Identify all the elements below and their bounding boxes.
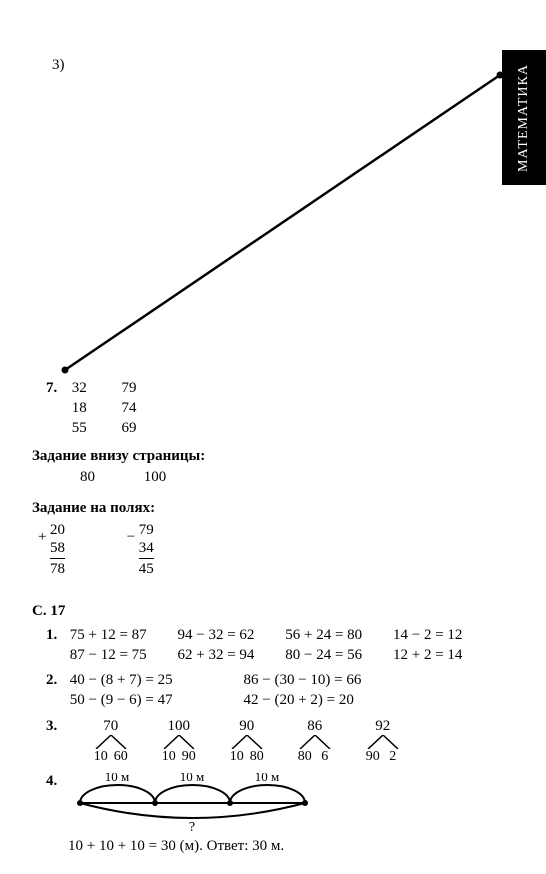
ex1-r0c2: 56 + 24 = 80 xyxy=(285,625,389,645)
exercise-1-number: 1. xyxy=(46,625,66,645)
ex1-r0c3: 14 − 2 = 12 xyxy=(393,625,497,645)
split-tree: 901080 xyxy=(226,718,268,765)
svg-text:10 м: 10 м xyxy=(105,773,129,784)
page-ref: С. 17 xyxy=(32,603,65,620)
split-tree: 1001090 xyxy=(158,718,200,765)
svg-text:?: ? xyxy=(189,820,195,833)
margin-task: Задание на полях: + 20 58 78 − 79 34 45 xyxy=(32,500,224,578)
exercise-1: 1. 75 + 12 = 87 94 − 32 = 62 56 + 24 = 8… xyxy=(46,625,497,665)
stack-1: + 20 58 78 xyxy=(50,521,65,578)
ex2-r1c1: 42 − (20 + 2) = 20 xyxy=(244,692,354,708)
exercise-3-number: 3. xyxy=(46,718,66,735)
exercise-4: 4. 10 м 10 м 10 м ? xyxy=(46,773,320,833)
exercise-2: 2. 40 − (8 + 7) = 25 86 − (30 − 10) = 66… xyxy=(46,670,361,710)
ex2-r1c0: 50 − (9 − 6) = 47 xyxy=(70,690,240,710)
task-7-r2c1: 69 xyxy=(122,418,168,438)
exercise-4-number: 4. xyxy=(46,773,66,790)
stack-1-a: 20 xyxy=(50,521,65,539)
ex2-r0c0: 40 − (8 + 7) = 25 xyxy=(70,670,240,690)
bottom-task: Задание внизу страницы: 80 100 xyxy=(32,448,205,486)
bottom-task-title: Задание внизу страницы: xyxy=(32,448,205,465)
stack-1-b: 58 xyxy=(50,539,65,557)
split-tree: 86806 xyxy=(294,718,336,765)
subject-tab-label: МАТЕМАТИКА xyxy=(516,64,532,172)
ex1-r1c3: 12 + 2 = 14 xyxy=(393,645,497,665)
task-7-r0c1: 79 xyxy=(122,378,168,398)
bottom-task-v1: 80 xyxy=(80,469,140,486)
split-tree: 701060 xyxy=(90,718,132,765)
svg-text:10 м: 10 м xyxy=(180,773,204,784)
ex2-r0c1: 86 − (30 − 10) = 66 xyxy=(244,672,362,688)
exercise-3: 3. 701060 1001090 901080 86806 92902 xyxy=(46,718,430,765)
ex1-r0c1: 94 − 32 = 62 xyxy=(178,625,282,645)
stack-2-b: 34 xyxy=(139,539,154,557)
task-7-r1c0: 18 xyxy=(72,398,118,418)
exercise-4-answer: 10 + 10 + 10 = 30 (м). Ответ: 30 м. xyxy=(68,838,284,855)
ex1-r1c0: 87 − 12 = 75 xyxy=(70,645,174,665)
exercise-2-number: 2. xyxy=(46,670,66,690)
number-line-diagram: 10 м 10 м 10 м ? xyxy=(70,773,320,833)
split-tree: 92902 xyxy=(362,718,404,765)
stack-2-r: 45 xyxy=(139,560,154,578)
ex1-r1c1: 62 + 32 = 94 xyxy=(178,645,282,665)
task-7-r1c1: 74 xyxy=(122,398,168,418)
bottom-task-v2: 100 xyxy=(144,469,204,486)
task-7-r2c0: 55 xyxy=(72,418,118,438)
task-7-number: 7. xyxy=(46,378,68,398)
task-7-r0c0: 32 xyxy=(72,378,118,398)
stack-2: − 79 34 45 xyxy=(139,521,154,578)
ex1-r0c0: 75 + 12 = 87 xyxy=(70,625,174,645)
task-7: 7. 32 79 18 74 55 69 xyxy=(46,378,168,438)
ex1-r1c2: 80 − 24 = 56 xyxy=(285,645,389,665)
stack-1-sign: + xyxy=(38,529,46,546)
diagonal-line-figure xyxy=(60,70,510,380)
margin-task-title: Задание на полях: xyxy=(32,500,224,517)
stack-1-r: 78 xyxy=(50,560,65,578)
stack-2-a: 79 xyxy=(139,521,154,539)
svg-text:10 м: 10 м xyxy=(255,773,279,784)
stack-2-sign: − xyxy=(127,529,135,546)
